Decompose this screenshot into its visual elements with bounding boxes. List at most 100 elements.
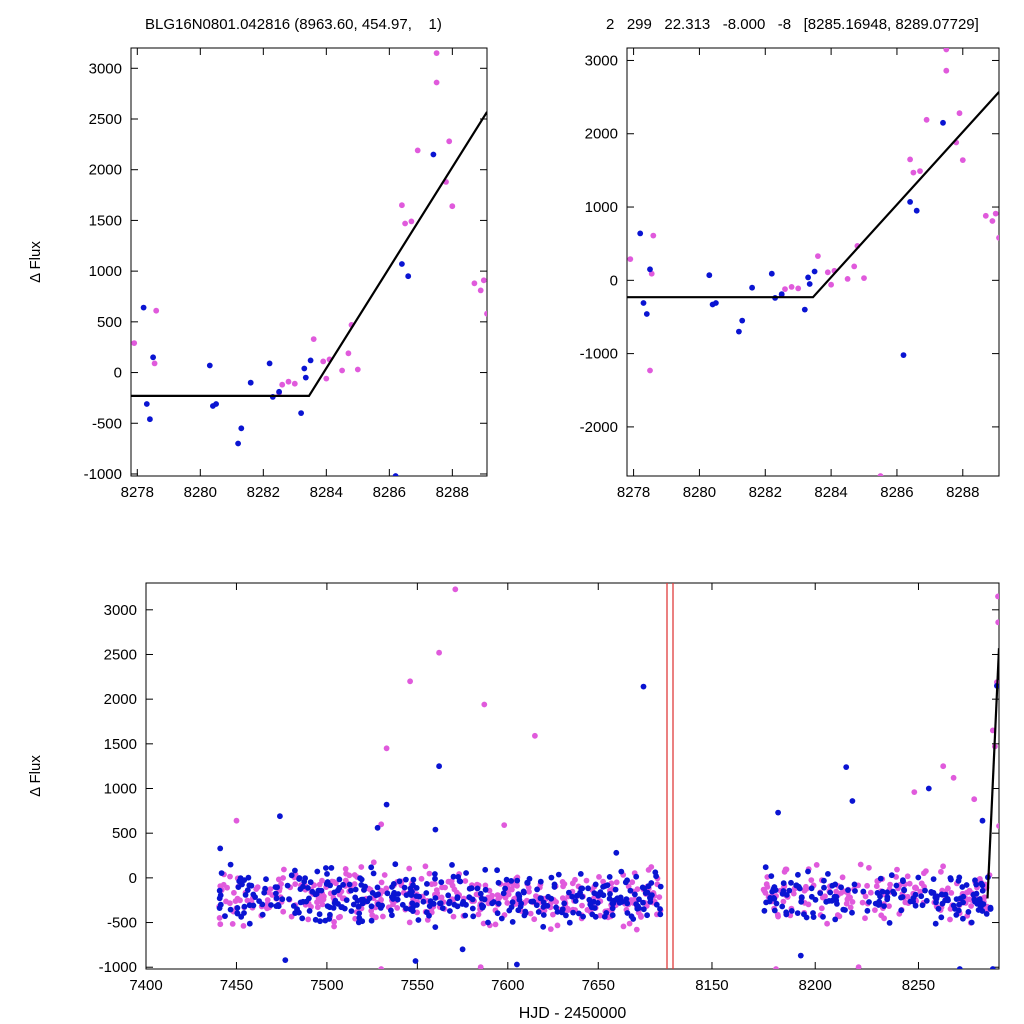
data-point-magenta — [913, 885, 920, 892]
data-point-magenta — [342, 877, 349, 884]
y-tick-label: 2500 — [89, 111, 122, 128]
data-point-blue — [640, 683, 647, 690]
y-tick-label: 1500 — [104, 736, 137, 753]
x-tick-label: 8278 — [121, 484, 154, 501]
data-point-blue — [370, 870, 377, 877]
data-point-magenta — [505, 891, 512, 898]
data-point-blue — [336, 876, 343, 883]
data-point-magenta — [153, 307, 160, 314]
y-tick-label: -1000 — [580, 346, 618, 363]
data-point-magenta — [877, 473, 884, 476]
data-point-blue — [912, 902, 919, 909]
data-point-blue — [653, 901, 660, 908]
data-point-blue — [470, 913, 477, 920]
data-point-blue — [779, 890, 786, 897]
data-point-magenta — [824, 269, 831, 276]
data-point-blue — [535, 909, 542, 915]
data-point-magenta — [337, 913, 343, 920]
x-tick-label: 8280 — [184, 484, 217, 501]
data-point-blue — [554, 908, 561, 915]
data-point-blue — [566, 889, 572, 896]
data-point-blue — [624, 900, 631, 907]
data-point-blue — [432, 895, 439, 901]
data-point-blue — [545, 893, 552, 900]
data-point-magenta — [281, 866, 287, 873]
data-point-magenta — [448, 878, 455, 884]
data-point-magenta — [773, 966, 779, 969]
data-point-blue — [960, 915, 966, 922]
data-point-blue — [324, 871, 330, 877]
x-tick-label: 8284 — [814, 484, 847, 501]
data-point-magenta — [223, 898, 229, 905]
data-point-magenta — [847, 904, 854, 911]
data-point-blue — [866, 899, 872, 905]
data-point-magenta — [346, 872, 353, 879]
data-point-blue — [588, 904, 595, 911]
data-point-blue — [618, 868, 625, 875]
data-point-magenta — [861, 275, 867, 281]
data-point-magenta — [310, 336, 317, 342]
data-point-blue — [396, 878, 403, 885]
y-tick-label: 1000 — [104, 781, 137, 798]
data-point-blue — [213, 401, 220, 407]
data-point-magenta — [533, 893, 539, 899]
data-point-blue — [374, 884, 381, 891]
data-point-magenta — [345, 350, 352, 357]
data-point-magenta — [531, 916, 538, 923]
data-point-blue — [273, 895, 280, 902]
data-point-blue — [420, 898, 427, 905]
data-point-blue — [972, 877, 978, 884]
data-point-blue — [834, 901, 840, 907]
data-point-blue — [298, 410, 304, 416]
data-point-blue — [963, 882, 970, 888]
data-point-magenta — [229, 921, 236, 927]
data-point-blue — [460, 898, 467, 905]
data-point-blue — [647, 266, 653, 273]
data-point-magenta — [923, 868, 929, 874]
data-point-blue — [548, 874, 555, 881]
data-point-blue — [389, 884, 395, 890]
plot-frame — [145, 582, 1000, 970]
data-point-blue — [261, 889, 268, 896]
data-point-magenta — [638, 914, 644, 920]
data-point-blue — [227, 906, 234, 913]
data-point-blue — [217, 901, 224, 908]
data-point-blue — [326, 916, 333, 922]
data-point-blue — [805, 868, 811, 875]
data-point-blue — [241, 877, 248, 883]
data-point-blue — [736, 328, 742, 335]
data-point-blue — [918, 893, 925, 900]
data-point-magenta — [906, 880, 913, 887]
data-point-magenta — [782, 286, 788, 292]
data-point-magenta — [240, 923, 247, 929]
data-point-blue — [524, 880, 531, 886]
data-point-blue — [771, 895, 778, 902]
data-point-magenta — [864, 882, 870, 889]
data-point-blue — [938, 914, 945, 921]
data-point-magenta — [633, 926, 640, 933]
data-point-blue — [922, 887, 928, 894]
data-point-blue — [451, 901, 458, 908]
data-point-blue — [540, 899, 547, 906]
data-point-blue — [600, 883, 606, 890]
data-point-magenta — [917, 888, 924, 895]
data-point-blue — [739, 317, 746, 324]
data-point-blue — [886, 920, 893, 926]
data-point-blue — [384, 890, 391, 897]
data-point-blue — [648, 880, 655, 886]
data-point-blue — [617, 894, 624, 901]
data-point-magenta — [524, 897, 530, 904]
data-point-magenta — [471, 280, 478, 287]
data-point-blue — [389, 894, 395, 900]
data-point-magenta — [291, 380, 298, 387]
data-point-blue — [623, 896, 630, 902]
x-tick-label: 8286 — [880, 484, 913, 501]
data-point-blue — [244, 887, 251, 893]
data-point-blue — [412, 958, 419, 964]
data-point-blue — [463, 870, 469, 876]
x-tick-label: 8288 — [946, 484, 979, 501]
data-point-blue — [613, 849, 620, 856]
data-point-blue — [275, 902, 281, 908]
data-point-blue — [579, 885, 586, 892]
data-point-blue — [369, 890, 376, 896]
